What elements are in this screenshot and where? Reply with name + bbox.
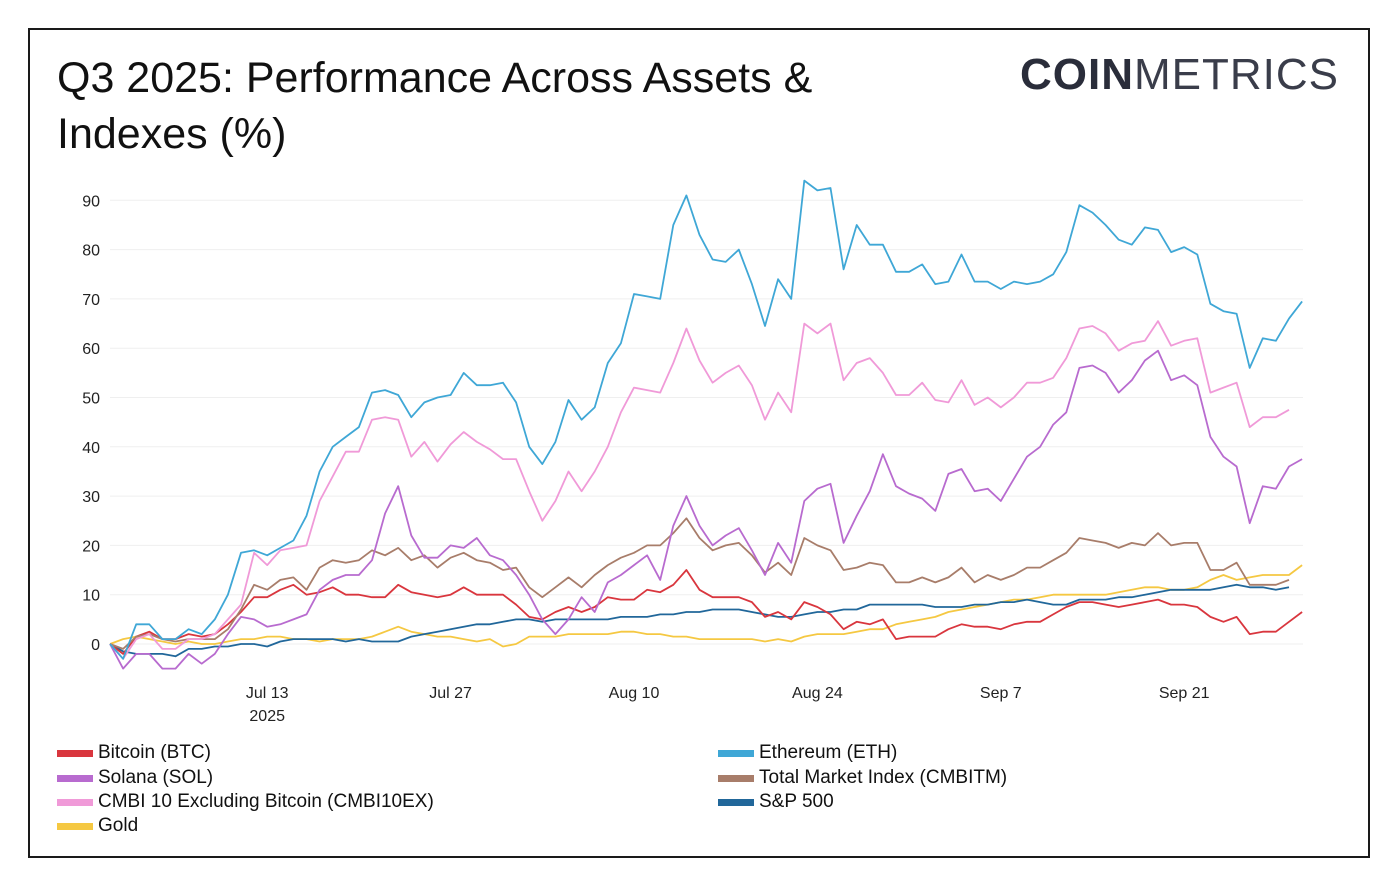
- x-tick-label: Sep 21: [1159, 685, 1210, 702]
- legend-swatch: [718, 798, 754, 806]
- y-tick-label: 10: [82, 588, 100, 605]
- chart-title: Q3 2025: Performance Across Assets & Ind…: [57, 54, 813, 158]
- y-tick-label: 0: [91, 637, 100, 654]
- y-tick-label: 80: [82, 243, 100, 260]
- series-line-cmbi-10-excluding-bitcoin-cmbi10ex: [109, 320, 1290, 660]
- x-tick-label: Aug 10: [609, 685, 660, 702]
- legend-item: Solana (SOL): [57, 767, 213, 789]
- legend-item: Total Market Index (CMBITM): [718, 767, 1007, 789]
- legend-label: Bitcoin (BTC): [98, 742, 211, 763]
- y-tick-label: 40: [82, 440, 100, 457]
- legend-item: S&P 500: [718, 791, 834, 813]
- x-tick-year-label: 2025: [249, 708, 285, 725]
- series-line-s-p-500: [109, 583, 1290, 658]
- y-tick-label: 70: [82, 292, 100, 309]
- x-tick-label: Jul 13: [246, 685, 289, 702]
- legend-label: S&P 500: [759, 791, 834, 812]
- legend-swatch: [57, 774, 93, 782]
- legend-item: Bitcoin (BTC): [57, 742, 211, 764]
- series-line-bitcoin-btc: [109, 569, 1303, 655]
- series-line-solana-sol: [109, 349, 1303, 670]
- y-tick-label: 90: [82, 193, 100, 210]
- legend-label: CMBI 10 Excluding Bitcoin (CMBI10EX): [98, 791, 434, 812]
- y-tick-label: 50: [82, 391, 100, 408]
- legend-item: Gold: [57, 815, 138, 837]
- legend-item: Ethereum (ETH): [718, 742, 897, 764]
- coinmetrics-logo: COINMETRICS: [1020, 50, 1339, 100]
- legend-swatch: [57, 798, 93, 806]
- y-tick-label: 60: [82, 341, 100, 358]
- legend-label: Ethereum (ETH): [759, 742, 898, 763]
- x-tick-label: Aug 24: [792, 685, 843, 702]
- chart-frame: [28, 28, 1370, 858]
- y-tick-label: 20: [82, 538, 100, 555]
- x-tick-label: Sep 7: [980, 685, 1022, 702]
- legend-swatch: [57, 822, 93, 830]
- legend-label: Solana (SOL): [98, 767, 214, 788]
- legend-label: Gold: [98, 815, 139, 836]
- x-tick-label: Jul 27: [429, 685, 472, 702]
- legend-item: CMBI 10 Excluding Bitcoin (CMBI10EX): [57, 791, 434, 813]
- legend-swatch: [57, 749, 93, 757]
- y-tick-label: 30: [82, 489, 100, 506]
- legend-label: Total Market Index (CMBITM): [759, 767, 1008, 788]
- legend-swatch: [718, 774, 754, 782]
- logo-light-text: METRICS: [1134, 50, 1339, 99]
- legend-swatch: [718, 749, 754, 757]
- logo-bold-text: COIN: [1020, 50, 1134, 99]
- series-line-ethereum-eth: [109, 179, 1303, 660]
- series-line-total-market-index-cmbitm: [109, 517, 1290, 650]
